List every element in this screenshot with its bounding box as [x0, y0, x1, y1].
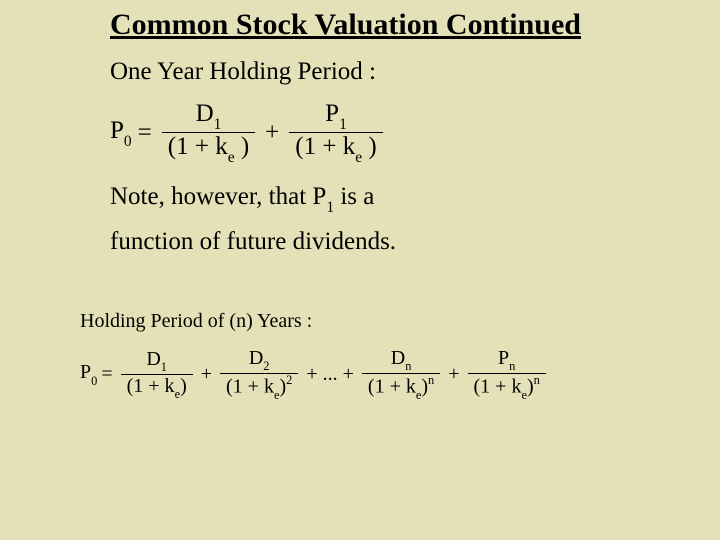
eq2-tp-num-sub: n	[509, 359, 515, 373]
eq2-term1: D1 (1 + ke)	[121, 348, 193, 401]
plus-sign: +	[197, 363, 216, 386]
eq2-t1-den-sub: e	[175, 387, 181, 401]
eq2-lhs-sub: 0	[91, 374, 97, 388]
eq1-t1-den-sub: e	[228, 149, 235, 166]
eq2-termn: Dn (1 + ke)n	[362, 347, 440, 402]
eq2-t2-den-open: (1 + k	[226, 376, 274, 398]
eq2-t1-num-var: D	[146, 348, 160, 370]
note-l1-sub: 1	[326, 199, 334, 216]
eq2-tp-den-open: (1 + k	[474, 376, 522, 398]
plus-sign: +	[444, 363, 463, 386]
section1-label: One Year Holding Period :	[110, 54, 670, 90]
note-line1: Note, however, that P1 is a	[110, 179, 670, 217]
eq1-lhs: P0	[110, 117, 132, 149]
eq2-t2-num-sub: 2	[263, 359, 269, 373]
eq2-tn-exp: n	[428, 373, 434, 387]
eq2-tp-den: (1 + ke)n	[468, 374, 546, 402]
eq1-lhs-var: P	[110, 117, 124, 144]
ellipsis: + ... +	[302, 363, 358, 386]
equals-sign: =	[97, 363, 116, 386]
eq1-term2: P1 (1 + ke )	[289, 100, 382, 165]
eq1-t1-num: D1	[190, 100, 228, 132]
eq2-tp-den-sub: e	[521, 388, 527, 402]
eq1-t1-num-sub: 1	[214, 116, 222, 133]
eq1-t2-den-sub: e	[355, 149, 362, 166]
note-line2: function of future dividends.	[110, 224, 670, 260]
plus-sign: +	[259, 119, 285, 147]
eq1-t2-den: (1 + ke )	[289, 133, 382, 165]
eq2-lhs: P0	[80, 361, 97, 387]
eq1-t2-num-sub: 1	[339, 116, 347, 133]
eq2-tn-num-sub: n	[405, 359, 411, 373]
eq2-t2-den-sub: e	[274, 388, 280, 402]
eq1-t2-num: P1	[319, 100, 353, 132]
eq1-term1: D1 (1 + ke )	[162, 100, 255, 165]
equation-n-years: P0 = D1 (1 + ke) + D2 (1 + ke)2 + ... +	[80, 347, 670, 402]
eq2-t2-num: D2	[243, 347, 276, 373]
eq2-lhs-var: P	[80, 361, 91, 383]
eq2-t1-den: (1 + ke)	[121, 375, 193, 401]
note-l1a: Note, however, that P	[110, 183, 326, 210]
eq2-tn-den-open: (1 + k	[368, 376, 416, 398]
eq2-t1-den-close: )	[180, 375, 187, 397]
eq1-t2-den-close: )	[362, 133, 377, 160]
eq1-t1-den: (1 + ke )	[162, 133, 255, 165]
eq2-tp-num: Pn	[492, 347, 521, 373]
eq2-t2-num-var: D	[249, 347, 263, 369]
eq2-tp-num-var: P	[498, 347, 509, 369]
eq2-t1-den-open: (1 + k	[127, 375, 175, 397]
section2-label: Holding Period of (n) Years :	[80, 310, 670, 333]
page-title: Common Stock Valuation Continued	[110, 8, 670, 42]
eq1-t2-den-open: (1 + k	[295, 133, 355, 160]
equals-sign: =	[132, 119, 158, 147]
note-l1b: is a	[334, 183, 374, 210]
eq2-tp-exp: n	[534, 373, 540, 387]
equation-one-year: P0 = D1 (1 + ke ) + P1 (1 + ke )	[110, 100, 670, 165]
eq2-t1-num: D1	[140, 348, 173, 374]
eq1-lhs-sub: 0	[124, 133, 132, 150]
eq2-tn-den-sub: e	[416, 388, 422, 402]
eq1-t1-den-open: (1 + k	[168, 133, 228, 160]
eq2-tn-num: Dn	[385, 347, 418, 373]
eq2-t2-den: (1 + ke)2	[220, 374, 298, 402]
eq1-t1-num-var: D	[196, 100, 214, 127]
eq2-tp-den-close: )	[527, 376, 534, 398]
eq2-tn-den: (1 + ke)n	[362, 374, 440, 402]
eq2-term2: D2 (1 + ke)2	[220, 347, 298, 402]
eq2-t1-num-sub: 1	[161, 360, 167, 374]
eq1-t2-num-var: P	[325, 100, 339, 127]
eq2-t2-exp: 2	[286, 373, 292, 387]
eq2-tn-num-var: D	[391, 347, 405, 369]
eq2-termp: Pn (1 + ke)n	[468, 347, 546, 402]
eq1-t1-den-close: )	[235, 133, 250, 160]
slide: Common Stock Valuation Continued One Yea…	[0, 0, 720, 540]
